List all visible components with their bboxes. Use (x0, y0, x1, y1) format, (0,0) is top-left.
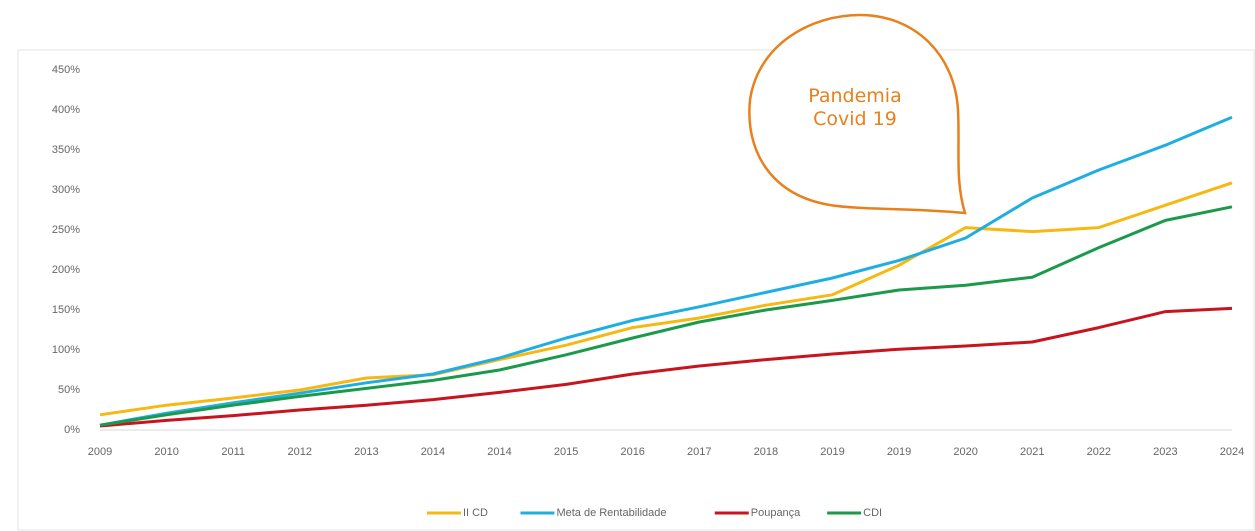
y-tick-label: 200% (52, 264, 80, 276)
y-tick-label: 250% (52, 224, 80, 236)
x-tick-label: 2012 (288, 446, 312, 458)
annotation: Pandemia Covid 19 (808, 85, 902, 130)
series-line (99, 115, 1233, 427)
x-tick-label: 2014 (487, 446, 511, 458)
x-tick-label: 2010 (154, 446, 178, 458)
x-tick-label: 2009 (88, 446, 112, 458)
y-tick-label: 100% (52, 344, 80, 356)
x-tick-label: 2017 (687, 446, 711, 458)
y-tick-label: 400% (52, 104, 80, 116)
x-tick-label: 2019 (887, 446, 911, 458)
y-tick-label: 350% (52, 144, 80, 156)
x-tick-label: 2014 (421, 446, 445, 458)
y-tick-label: 50% (58, 384, 80, 396)
x-tick-label: 2016 (620, 446, 644, 458)
x-tick-label: 2013 (354, 446, 378, 458)
x-tick-label: 2022 (1087, 446, 1111, 458)
series-line (99, 181, 1233, 417)
callout-bubble (748, 13, 967, 215)
x-tick-label: 2024 (1220, 446, 1244, 458)
x-tick-label: 2020 (953, 446, 977, 458)
series-line (99, 205, 1233, 427)
x-tick-label: 2011 (221, 446, 245, 458)
legend-label: Meta de Rentabilidade (556, 507, 666, 519)
chart-frame (17, 49, 1255, 531)
y-tick-label: 150% (52, 304, 80, 316)
x-tick-label: 2019 (820, 446, 844, 458)
x-tick-label: 2023 (1153, 446, 1177, 458)
legend-label: Poupança (751, 507, 801, 519)
annotation-box: Pandemia Covid 19 (808, 85, 902, 130)
y-tick-label: 450% (52, 64, 80, 76)
x-tick-label: 2021 (1020, 446, 1044, 458)
legend-label: II CD (463, 507, 488, 519)
series-line (99, 306, 1233, 428)
y-tick-label: 300% (52, 184, 80, 196)
legend-label: CDI (863, 507, 882, 519)
y-tick-label: 0% (64, 424, 80, 436)
x-tick-label: 2018 (754, 446, 778, 458)
x-tick-label: 2015 (554, 446, 578, 458)
